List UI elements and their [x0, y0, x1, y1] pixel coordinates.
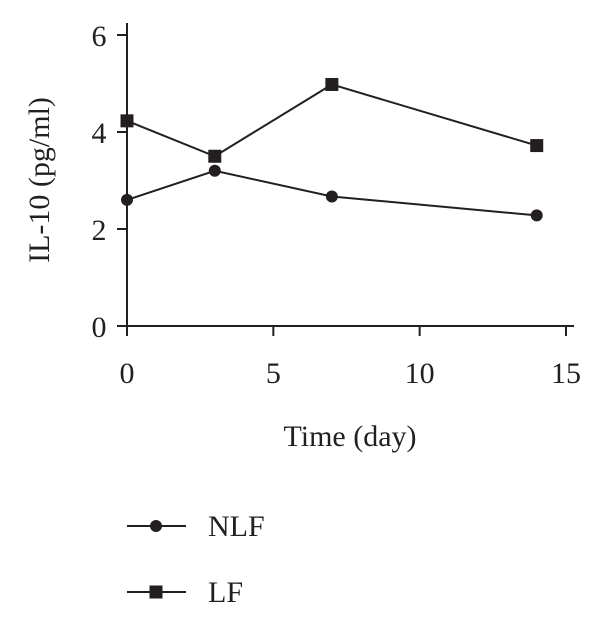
y-tick-label: 0: [92, 311, 107, 344]
x-tick-label: 15: [551, 357, 581, 390]
y-tick-label: 2: [92, 214, 107, 247]
series-lf-point: [208, 149, 222, 163]
y-ticks: 0 2 4 6: [92, 20, 127, 344]
series-nlf-point: [530, 209, 543, 222]
legend-item-lf: LF: [127, 576, 243, 609]
series-layer: [120, 77, 544, 222]
legend-item-nlf: NLF: [127, 510, 265, 543]
series-lf-point: [120, 114, 134, 128]
series-lf-point: [325, 77, 339, 91]
series-lf-line: [126, 83, 538, 158]
series-nlf-point: [121, 193, 133, 206]
x-axis-title: Time (day): [283, 420, 416, 453]
legend-nlf-marker: [150, 520, 162, 532]
legend-nlf-label: NLF: [208, 510, 265, 543]
y-tick-label: 6: [92, 20, 107, 53]
axes: 0 2 4 6 0 5 10 15: [92, 20, 582, 390]
series-lf: [120, 77, 544, 163]
series-nlf-point: [325, 190, 338, 203]
series-nlf-line: [126, 169, 537, 217]
x-tick-label: 5: [266, 357, 281, 390]
y-tick-label: 4: [92, 117, 107, 150]
series-nlf: [121, 164, 543, 222]
x-tick-label: 10: [405, 357, 435, 390]
legend-lf-label: LF: [208, 576, 243, 609]
x-tick-label: 0: [120, 357, 135, 390]
legend: NLF LF: [127, 510, 265, 609]
y-axis-title: IL-10 (pg/ml): [23, 97, 56, 263]
series-nlf-point: [208, 164, 221, 177]
x-ticks: 0 5 10 15: [120, 326, 581, 390]
legend-lf-marker: [149, 585, 163, 599]
series-lf-point: [530, 139, 544, 153]
